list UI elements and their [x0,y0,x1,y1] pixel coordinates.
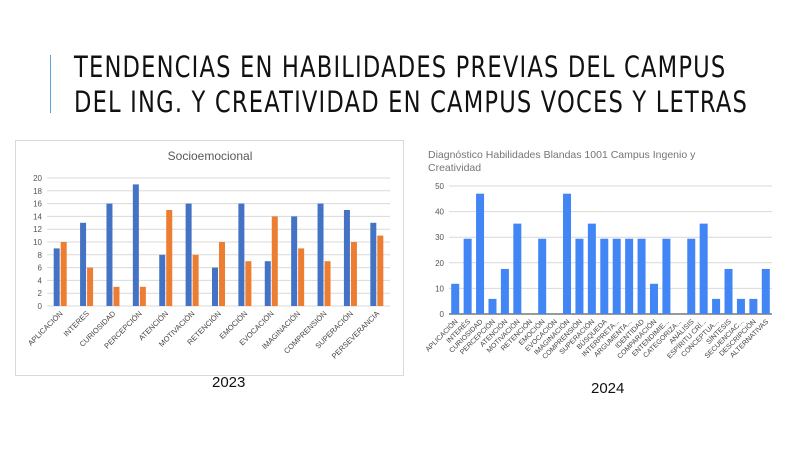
bar-0-Serie1-9 [291,216,298,306]
bar-1-Serie1-16 [649,283,658,314]
y-tick-label: 18 [33,187,42,196]
bar-0-Serie1-7 [238,203,245,306]
bar-1-Serie1-5 [513,223,522,314]
y-tick-label: 30 [435,233,444,242]
bar-1-Serie1-15 [637,238,646,314]
bar-0-Serie2-5 [192,254,199,306]
bar-0-Serie2-8 [271,216,278,306]
chart-title-line2: Creatividad [428,162,481,174]
y-tick-label: 10 [435,284,444,293]
bar-0-Serie2-9 [298,248,305,306]
bar-0-Serie1-6 [212,267,218,306]
chart-title-line1: Diagnóstico Habilidades Blandas 1001 Cam… [428,149,696,161]
bar-1-Serie1-1 [463,238,472,314]
bar-1-Serie1-4 [500,268,509,314]
bar-1-Serie1-0 [451,283,460,314]
slide-title-line1: TENDENCIAS EN HABILIDADES PREVIAS DEL CA… [74,50,727,84]
y-tick-label: 20 [435,259,444,268]
bar-1-Serie1-9 [563,193,572,314]
bar-1-Serie1-14 [625,238,634,314]
bar-0-Serie2-3 [139,286,146,306]
bar-0-Serie1-1 [80,222,87,306]
y-tick-label: 8 [38,251,43,260]
year-label-2024: 2024 [591,380,625,397]
bar-0-Serie1-4 [159,254,166,306]
bar-0-Serie1-12 [370,222,377,306]
bar-0-Serie2-4 [166,210,173,306]
bar-1-Serie1-25 [761,268,770,314]
bar-1-Serie1-2 [476,193,485,314]
bar-1-Serie1-22 [724,268,733,314]
bar-1-Serie1-20 [699,223,708,314]
bar-1-Serie1-17 [662,238,671,314]
bar-1-Serie1-7 [538,238,547,314]
bar-0-Serie1-8 [264,261,271,306]
x-tick-label: PERSEVERANCIA [330,309,381,360]
y-tick-label: 50 [435,182,444,191]
bar-0-Serie2-0 [60,242,67,306]
chart-title: Socioemocional [168,149,253,163]
bar-0-Serie2-10 [324,261,331,306]
bar-1-Serie1-11 [587,223,596,314]
bar-0-Serie2-11 [350,242,357,306]
y-tick-label: 20 [33,174,42,183]
accent-line [50,55,51,113]
bar-0-Serie1-3 [132,184,139,306]
y-tick-label: 0 [440,310,445,319]
bar-0-Serie1-0 [53,248,60,306]
x-tick-label: APLICACIÓN [26,309,64,347]
bar-0-Serie1-10 [317,203,324,306]
bar-1-Serie1-23 [736,298,745,314]
y-tick-label: 2 [38,289,43,298]
bar-1-Serie1-12 [600,238,609,314]
y-tick-label: 14 [33,212,42,221]
y-tick-label: 10 [33,238,42,247]
y-tick-label: 16 [33,200,42,209]
y-tick-label: 4 [38,276,43,285]
y-tick-label: 12 [33,225,42,234]
bar-0-Serie1-11 [343,210,350,306]
bar-0-Serie2-6 [219,242,225,306]
bar-0-Serie2-1 [87,267,94,306]
bar-1-Serie1-21 [712,298,721,314]
bar-0-Serie1-2 [106,203,113,306]
y-tick-label: 6 [38,264,43,273]
bar-1-Serie1-10 [575,238,584,314]
bar-0-Serie1-5 [185,203,192,306]
bar-1-Serie1-13 [612,238,621,314]
bar-0-Serie2-7 [245,261,252,306]
bar-0-Serie2-2 [113,286,120,306]
bar-1-Serie1-3 [488,298,497,314]
slide-title-line2: DEL ING. Y CREATIVIDAD EN CAMPUS VOCES Y… [74,85,749,119]
y-tick-label: 0 [38,302,43,311]
y-tick-label: 40 [435,208,444,217]
chart-2023-frame [15,140,404,376]
bar-1-Serie1-19 [687,238,696,314]
bar-1-Serie1-24 [749,298,758,314]
year-label-2023: 2023 [212,374,246,391]
bar-0-Serie2-12 [377,235,384,306]
